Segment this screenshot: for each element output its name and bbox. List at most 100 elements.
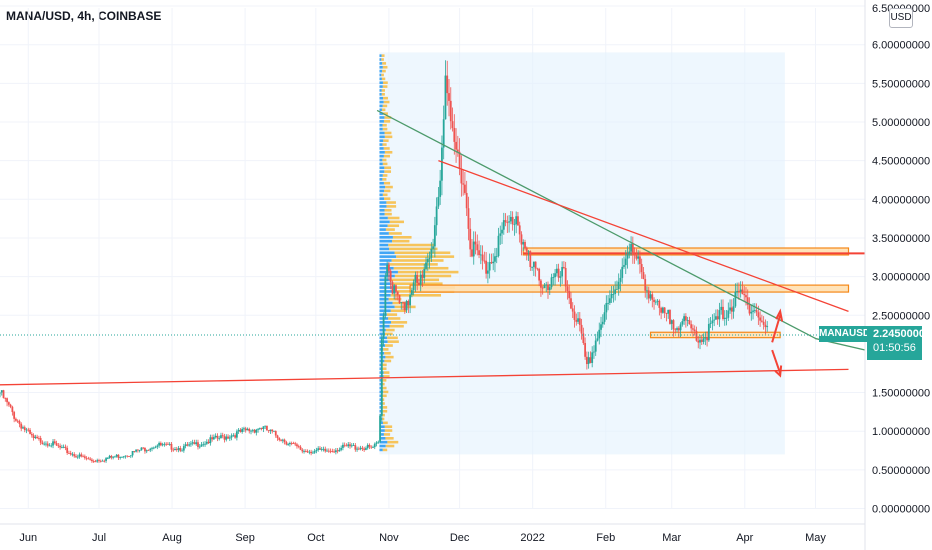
volume-profile-bar-up bbox=[379, 448, 383, 452]
volume-profile-bar-up bbox=[379, 178, 383, 181]
volume-profile-bar-down bbox=[386, 201, 396, 204]
last-price-value: 2.24500000 bbox=[873, 328, 932, 340]
candle-body bbox=[46, 443, 49, 446]
volume-profile-bar-up bbox=[379, 413, 382, 417]
candle-body bbox=[616, 288, 618, 290]
candle-body bbox=[71, 454, 74, 456]
volume-profile-bar-down bbox=[391, 259, 444, 262]
candle-body bbox=[246, 428, 249, 431]
candle-body bbox=[78, 454, 81, 457]
candle-body bbox=[488, 262, 491, 271]
candle-body bbox=[506, 222, 509, 224]
volume-profile-bar-down bbox=[381, 398, 385, 401]
volume-profile-bar-up bbox=[379, 216, 388, 220]
candle-body bbox=[82, 456, 84, 458]
candle-body bbox=[481, 254, 484, 261]
candle-body bbox=[138, 450, 141, 452]
candle-body bbox=[149, 448, 152, 451]
candle-body bbox=[711, 320, 714, 324]
volume-profile-bar-up bbox=[379, 208, 385, 212]
volume-profile-bar-down bbox=[381, 73, 384, 77]
volume-profile-bar-down bbox=[384, 170, 392, 173]
candle-body bbox=[729, 307, 731, 311]
candle-body bbox=[536, 268, 539, 270]
candle-body bbox=[624, 258, 627, 266]
volume-profile-bar-down bbox=[384, 359, 392, 363]
candle-body bbox=[472, 241, 475, 257]
candle-body bbox=[746, 297, 749, 305]
candle-body bbox=[474, 241, 477, 245]
candle-body bbox=[85, 457, 88, 459]
volume-profile-bar-down bbox=[389, 278, 440, 282]
volume-profile-bar-down bbox=[389, 324, 404, 328]
volume-profile-bar-up bbox=[379, 205, 387, 208]
symbol-price-tag: MANAUSD bbox=[819, 326, 870, 342]
volume-profile-bar-down bbox=[382, 104, 388, 108]
candle-body bbox=[218, 438, 221, 440]
volume-profile-bar-down bbox=[381, 413, 385, 417]
volume-profile-bar-up bbox=[379, 440, 388, 444]
candle-body bbox=[324, 448, 327, 452]
volume-profile-bar-down bbox=[384, 197, 391, 200]
candle-body bbox=[412, 282, 415, 291]
candle-body bbox=[759, 317, 762, 321]
candle-body bbox=[669, 309, 671, 324]
volume-profile-bar-up bbox=[379, 65, 383, 69]
volume-profile-bar-up bbox=[379, 429, 385, 432]
volume-profile-bar-down bbox=[384, 131, 392, 135]
candle-body bbox=[722, 306, 724, 319]
candle-body bbox=[366, 444, 369, 449]
candle-body bbox=[672, 320, 675, 330]
candle-body bbox=[384, 276, 387, 316]
x-tick-label: Jul bbox=[92, 532, 106, 544]
candle-body bbox=[87, 458, 90, 460]
candle-body bbox=[45, 443, 47, 445]
candle-body bbox=[600, 324, 602, 330]
candle-body bbox=[688, 320, 691, 325]
candle-body bbox=[195, 442, 198, 445]
candle-body bbox=[83, 456, 86, 458]
volume-profile-bar-up bbox=[379, 185, 386, 189]
volume-profile-bar-down bbox=[385, 355, 394, 359]
currency-button[interactable]: USD bbox=[889, 8, 913, 28]
volume-profile-bar-down bbox=[384, 166, 392, 170]
candle-body bbox=[589, 357, 592, 363]
candle-body bbox=[292, 443, 295, 444]
candle-body bbox=[105, 458, 107, 461]
candle-body bbox=[363, 448, 366, 450]
candle-body bbox=[396, 291, 399, 296]
volume-profile-bar-down bbox=[392, 236, 412, 239]
volume-profile-bar-up bbox=[379, 243, 389, 247]
candle-body bbox=[244, 428, 247, 431]
candle-body bbox=[750, 311, 753, 314]
volume-profile-bar-down bbox=[388, 317, 401, 320]
candle-body bbox=[403, 302, 406, 311]
volume-profile-bar-up bbox=[379, 181, 384, 185]
candle-body bbox=[386, 264, 389, 277]
x-tick-label: Oct bbox=[307, 532, 324, 544]
volume-profile-bar-down bbox=[382, 127, 388, 131]
candle-body bbox=[301, 449, 304, 452]
volume-profile-bar-down bbox=[384, 189, 391, 193]
candle-body bbox=[509, 216, 512, 222]
candle-body bbox=[198, 446, 201, 448]
volume-profile-bar-up bbox=[379, 127, 383, 131]
candle-body bbox=[414, 274, 417, 283]
candle-body bbox=[593, 351, 595, 353]
candle-body bbox=[211, 437, 214, 440]
candle-body bbox=[264, 425, 267, 427]
candle-body bbox=[89, 458, 92, 460]
volume-profile-bar-down bbox=[381, 77, 386, 81]
candle-body bbox=[518, 225, 521, 235]
candle-body bbox=[145, 450, 148, 452]
x-tick-label: 2022 bbox=[520, 532, 544, 544]
volume-profile-bar-up bbox=[379, 305, 395, 309]
candle-body bbox=[135, 449, 138, 452]
candle-body bbox=[165, 443, 168, 445]
candle-body bbox=[582, 333, 585, 343]
volume-profile-bar-down bbox=[383, 147, 390, 150]
candle-body bbox=[15, 418, 17, 421]
x-tick-label: May bbox=[805, 532, 826, 544]
candle-body bbox=[4, 398, 7, 399]
